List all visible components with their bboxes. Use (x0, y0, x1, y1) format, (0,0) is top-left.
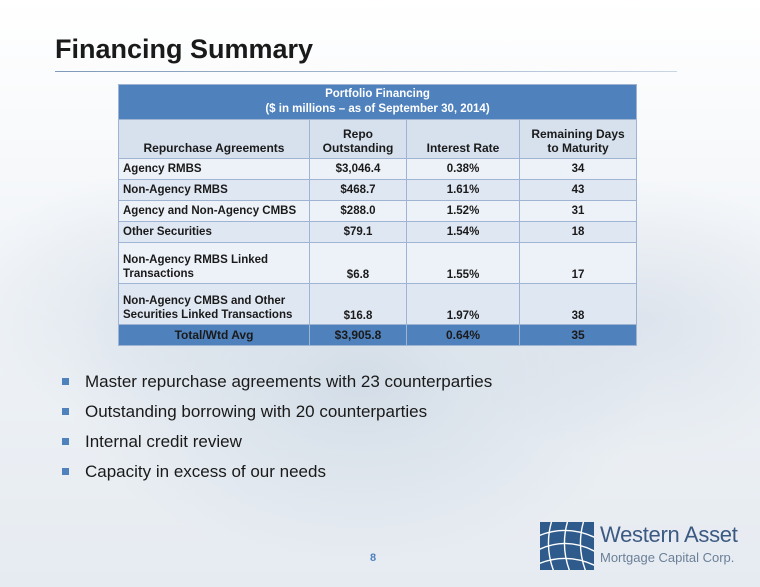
column-header-label: Repo (343, 127, 373, 141)
table-row: Agency and Non-Agency CMBS $288.0 1.52% … (118, 200, 637, 222)
interest-rate-cell: 0.38% (406, 158, 520, 180)
list-item-text: Capacity in excess of our needs (85, 462, 326, 481)
table-row: Non-Agency RMBS Linked Transactions $6.8… (118, 242, 637, 284)
total-interest-rate: 0.64% (406, 324, 520, 346)
interest-rate-cell: 1.54% (406, 221, 520, 243)
total-repo-outstanding: $3,905.8 (309, 324, 407, 346)
total-row: Total/Wtd Avg $3,905.8 0.64% 35 (118, 324, 637, 346)
row-label: Agency RMBS (118, 158, 310, 180)
table-header-subtitle: ($ in millions – as of September 30, 201… (265, 103, 490, 115)
square-bullet-icon (62, 438, 69, 445)
square-bullet-icon (62, 468, 69, 475)
list-item-text: Master repurchase agreements with 23 cou… (85, 372, 493, 391)
row-label-line: Non-Agency CMBS and Other (123, 295, 286, 307)
remaining-days-cell: 18 (519, 221, 637, 243)
repo-outstanding-cell: $16.8 (309, 283, 407, 325)
column-header-repurchase-agreements: Repurchase Agreements (118, 119, 310, 159)
list-item-text: Internal credit review (85, 432, 242, 451)
interest-rate-cell: 1.97% (406, 283, 520, 325)
table-header-title: Portfolio Financing (325, 88, 430, 100)
remaining-days-cell: 31 (519, 200, 637, 222)
list-item: Master repurchase agreements with 23 cou… (62, 370, 492, 400)
row-label-line: Securities Linked Transactions (123, 309, 293, 321)
total-label: Total/Wtd Avg (118, 324, 310, 346)
table-row: Non-Agency RMBS $468.7 1.61% 43 (118, 179, 637, 201)
row-label: Non-Agency RMBS (118, 179, 310, 201)
title-divider (55, 71, 677, 72)
table-row: Agency RMBS $3,046.4 0.38% 34 (118, 158, 637, 180)
repo-outstanding-cell: $79.1 (309, 221, 407, 243)
list-item: Capacity in excess of our needs (62, 460, 492, 490)
bullet-list: Master repurchase agreements with 23 cou… (62, 370, 492, 490)
globe-grid-logo-icon (540, 522, 594, 570)
logo-subtitle: Mortgage Capital Corp. (600, 550, 735, 565)
row-label-line: Transactions (123, 268, 194, 280)
column-header-row: Repurchase Agreements Repo Outstanding I… (118, 119, 637, 159)
column-header-label: Remaining Days (531, 127, 625, 141)
row-label-line: Non-Agency RMBS Linked (123, 254, 269, 266)
column-header-label: to Maturity (547, 141, 609, 155)
interest-rate-cell: 1.61% (406, 179, 520, 201)
list-item-text: Outstanding borrowing with 20 counterpar… (85, 402, 428, 421)
repo-outstanding-cell: $3,046.4 (309, 158, 407, 180)
portfolio-financing-table: Portfolio Financing ($ in millions – as … (118, 84, 637, 346)
remaining-days-cell: 43 (519, 179, 637, 201)
column-header-repo-outstanding: Repo Outstanding (309, 119, 407, 159)
column-header-label: Interest Rate (426, 141, 500, 155)
square-bullet-icon (62, 408, 69, 415)
table-row: Non-Agency CMBS and Other Securities Lin… (118, 283, 637, 325)
row-label: Non-Agency CMBS and Other Securities Lin… (118, 283, 310, 325)
list-item: Outstanding borrowing with 20 counterpar… (62, 400, 492, 430)
logo-name: Western Asset (600, 522, 738, 547)
remaining-days-cell: 17 (519, 242, 637, 284)
interest-rate-cell: 1.55% (406, 242, 520, 284)
table-row: Other Securities $79.1 1.54% 18 (118, 221, 637, 243)
square-bullet-icon (62, 378, 69, 385)
row-label: Non-Agency RMBS Linked Transactions (118, 242, 310, 284)
repo-outstanding-cell: $288.0 (309, 200, 407, 222)
page-title: Financing Summary (55, 34, 314, 64)
column-header-label: Repurchase Agreements (143, 141, 285, 155)
total-remaining-days: 35 (519, 324, 637, 346)
remaining-days-cell: 38 (519, 283, 637, 325)
column-header-label: Outstanding (322, 141, 394, 155)
page-number: 8 (370, 552, 377, 564)
row-label: Agency and Non-Agency CMBS (118, 200, 310, 222)
row-label: Other Securities (118, 221, 310, 243)
company-logo: Western Asset Mortgage Capital Corp. (540, 522, 740, 570)
repo-outstanding-cell: $468.7 (309, 179, 407, 201)
interest-rate-cell: 1.52% (406, 200, 520, 222)
repo-outstanding-cell: $6.8 (309, 242, 407, 284)
table-header: Portfolio Financing ($ in millions – as … (118, 84, 637, 120)
list-item: Internal credit review (62, 430, 492, 460)
table-header-row: Portfolio Financing ($ in millions – as … (118, 84, 637, 120)
remaining-days-cell: 34 (519, 158, 637, 180)
column-header-interest-rate: Interest Rate (406, 119, 520, 159)
column-header-remaining-days: Remaining Days to Maturity (519, 119, 637, 159)
